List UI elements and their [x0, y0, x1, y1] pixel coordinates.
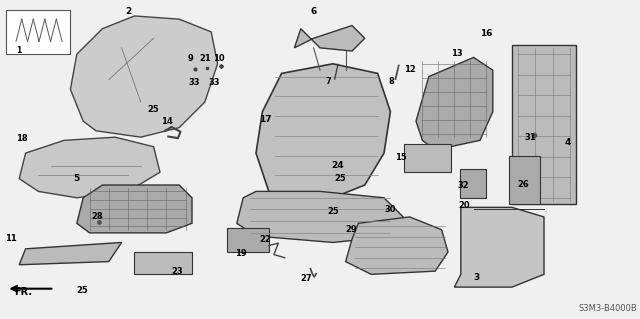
Text: 2: 2 [125, 7, 131, 16]
Text: 9: 9 [188, 54, 193, 63]
Text: 25: 25 [147, 105, 159, 114]
Text: 25: 25 [328, 207, 339, 216]
Bar [509, 156, 540, 204]
Text: 8: 8 [388, 77, 394, 85]
Text: 24: 24 [332, 161, 344, 170]
Polygon shape [70, 16, 218, 137]
Polygon shape [416, 57, 493, 150]
Text: 23: 23 [171, 267, 182, 276]
Text: 21: 21 [200, 54, 211, 63]
Polygon shape [346, 217, 448, 274]
Text: 11: 11 [5, 234, 17, 243]
Text: 15: 15 [396, 153, 407, 162]
Text: 12: 12 [404, 65, 416, 74]
Polygon shape [237, 191, 403, 242]
Text: 14: 14 [161, 117, 173, 126]
Text: FR.: FR. [14, 287, 32, 297]
Bar [6, 10, 70, 54]
Bar [460, 169, 486, 198]
Text: 29: 29 [346, 225, 357, 234]
Bar [134, 252, 192, 274]
Polygon shape [19, 242, 122, 265]
Text: 17: 17 [259, 115, 272, 124]
Text: S3M3-B4000B: S3M3-B4000B [578, 304, 637, 313]
Text: 30: 30 [384, 205, 396, 214]
Text: 26: 26 [517, 180, 529, 189]
Polygon shape [294, 26, 365, 51]
Text: 33: 33 [189, 78, 200, 87]
Bar [227, 228, 269, 252]
Text: 25: 25 [334, 174, 346, 183]
Text: 19: 19 [236, 249, 247, 258]
Text: 22: 22 [259, 235, 271, 244]
Text: 3: 3 [474, 273, 480, 282]
Text: 1: 1 [16, 46, 21, 55]
Text: 18: 18 [16, 134, 28, 143]
Text: 31: 31 [525, 133, 536, 142]
Text: 10: 10 [213, 54, 225, 63]
Text: 4: 4 [564, 138, 571, 147]
Polygon shape [454, 207, 544, 287]
Text: 16: 16 [480, 29, 493, 38]
Text: 25: 25 [77, 286, 88, 295]
Polygon shape [19, 137, 160, 198]
Text: 27: 27 [301, 274, 312, 283]
Text: 33: 33 [209, 78, 220, 87]
Text: 32: 32 [458, 181, 469, 189]
Bar [512, 45, 576, 204]
Text: 5: 5 [74, 174, 80, 183]
Text: 13: 13 [451, 49, 463, 58]
Polygon shape [256, 64, 390, 198]
Text: 28: 28 [91, 212, 102, 221]
Bar [404, 144, 451, 172]
Text: 7: 7 [325, 77, 331, 85]
Text: 20: 20 [458, 201, 470, 210]
Text: 6: 6 [310, 7, 317, 16]
Polygon shape [77, 185, 192, 233]
